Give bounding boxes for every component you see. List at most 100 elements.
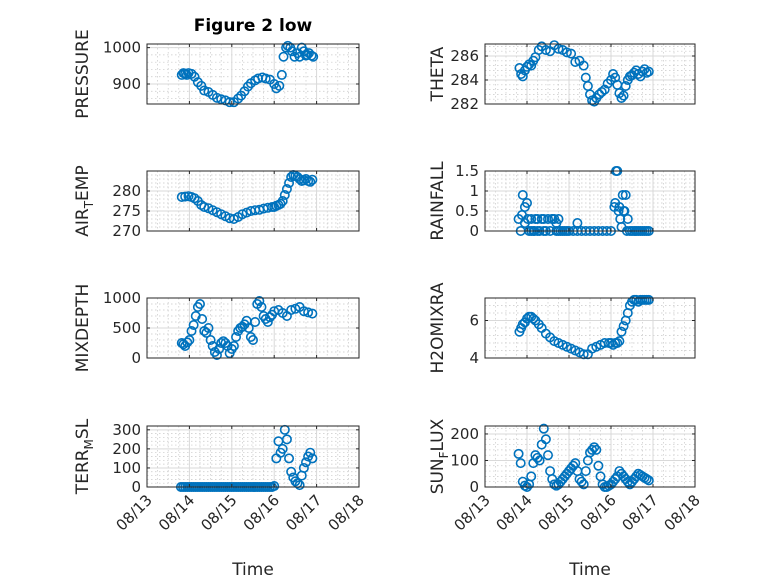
data-point xyxy=(278,51,289,62)
series-markers xyxy=(513,423,654,492)
data-point xyxy=(580,466,591,477)
data-point xyxy=(547,214,558,225)
data-point xyxy=(612,337,623,348)
y-tick-label: 275 xyxy=(112,202,141,220)
data-point xyxy=(540,434,551,445)
axes-box xyxy=(146,43,360,105)
y-tick-label: 100 xyxy=(112,459,141,477)
subplot-5: 0 500 1000 MIXDEPTH xyxy=(73,284,360,373)
series-markers xyxy=(176,170,318,225)
data-point xyxy=(622,214,633,225)
data-point xyxy=(271,83,282,94)
data-point xyxy=(186,68,197,79)
y-tick-label: 4 xyxy=(469,349,479,367)
data-point xyxy=(307,308,318,319)
data-point xyxy=(517,71,528,82)
data-point xyxy=(641,474,652,485)
y-tick-label: 1.5 xyxy=(455,162,479,180)
y-tick-label: 280 xyxy=(112,182,141,200)
figure-title: Figure 2 low xyxy=(194,16,313,36)
data-point xyxy=(637,66,648,77)
data-point xyxy=(553,214,564,225)
data-point xyxy=(589,442,600,453)
y-tick-label: 300 xyxy=(112,421,141,439)
data-point xyxy=(275,198,286,209)
data-point xyxy=(532,214,543,225)
data-point xyxy=(542,214,553,225)
data-point xyxy=(277,196,288,207)
data-point xyxy=(201,327,212,338)
y-axis-label-part: TERR xyxy=(73,449,93,495)
data-point xyxy=(578,60,589,71)
data-point xyxy=(205,334,216,345)
data-point xyxy=(591,444,602,455)
data-point xyxy=(307,174,318,185)
data-point xyxy=(284,453,295,464)
data-point xyxy=(515,458,526,469)
data-point xyxy=(224,97,235,108)
data-point xyxy=(576,476,587,487)
y-axis-label-subscript: M xyxy=(82,439,96,449)
data-point xyxy=(521,198,532,209)
data-point xyxy=(542,450,553,461)
data-point xyxy=(522,214,533,225)
subplot-6: 4 6 H2OMIXRA xyxy=(428,282,696,374)
data-point xyxy=(614,336,625,347)
data-point xyxy=(188,319,199,330)
data-point xyxy=(572,218,583,229)
data-point xyxy=(305,447,316,458)
y-axis-label-part: SL xyxy=(73,418,93,439)
data-point xyxy=(302,49,313,60)
data-point xyxy=(566,48,577,59)
data-point xyxy=(587,444,598,455)
y-axis-label: THETA xyxy=(428,46,448,102)
data-point xyxy=(521,61,532,72)
y-tick-label: 270 xyxy=(112,222,141,240)
data-point xyxy=(281,434,292,445)
data-point xyxy=(643,66,654,77)
data-point xyxy=(308,51,319,62)
data-point xyxy=(306,50,317,61)
data-point xyxy=(214,343,225,354)
data-point xyxy=(620,190,631,201)
data-point xyxy=(281,184,292,195)
data-point xyxy=(532,452,543,463)
series-markers xyxy=(514,40,654,107)
y-tick-label: 0 xyxy=(469,478,479,496)
data-point xyxy=(619,206,630,217)
subplot-4: 0 0.5 1 1.5 RAINFALL xyxy=(428,161,696,241)
y-tick-label: 282 xyxy=(450,95,479,113)
data-point xyxy=(276,69,287,80)
data-point xyxy=(578,479,589,490)
y-axis-label-part: EMP xyxy=(73,165,93,201)
data-point xyxy=(254,295,265,306)
data-point xyxy=(618,321,629,332)
y-tick-label: 200 xyxy=(112,440,141,458)
data-point xyxy=(216,94,227,105)
data-point xyxy=(593,460,604,471)
data-point xyxy=(180,191,191,202)
data-point xyxy=(620,81,631,92)
y-tick-label: 900 xyxy=(112,75,141,93)
data-point xyxy=(298,462,309,473)
data-point xyxy=(549,479,560,490)
data-point xyxy=(256,301,267,312)
data-point xyxy=(195,298,206,309)
data-point xyxy=(186,325,197,336)
axes-box xyxy=(484,170,696,232)
data-point xyxy=(199,202,210,213)
y-axis-label-part: SUN xyxy=(428,458,448,494)
data-point xyxy=(233,93,244,104)
data-point xyxy=(287,46,298,57)
y-axis-label: MIXDEPTH xyxy=(73,284,93,373)
y-tick-label: 286 xyxy=(450,47,479,65)
axes-box xyxy=(146,170,360,232)
y-tick-label: 0 xyxy=(131,349,141,367)
data-point xyxy=(519,480,530,491)
data-point xyxy=(517,190,528,201)
data-point xyxy=(596,87,607,98)
y-tick-label: 1000 xyxy=(103,289,141,307)
data-point xyxy=(303,307,314,318)
